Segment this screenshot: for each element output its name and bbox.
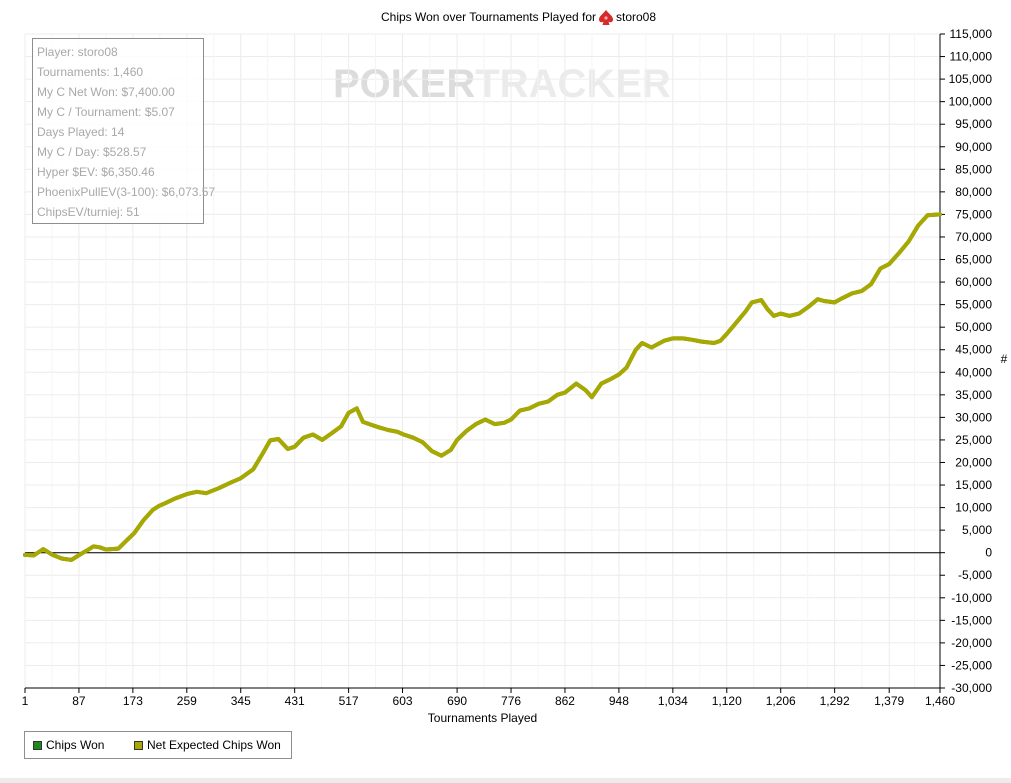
y-tick-label: 90,000 xyxy=(955,140,992,154)
pokertracker-watermark: POKERTRACKER xyxy=(333,62,671,106)
x-axis-title: Tournaments Played xyxy=(428,711,537,725)
spade-icon xyxy=(599,10,613,25)
watermark-text: POKERTRACKER xyxy=(333,62,671,106)
y-tick-label: -25,000 xyxy=(951,658,992,672)
series-lines xyxy=(23,212,942,562)
y-tick-label: 25,000 xyxy=(955,433,992,447)
x-tick-label: 862 xyxy=(555,694,575,708)
legend-item-net-expected-chips-won[interactable]: Net Expected Chips Won xyxy=(134,738,281,752)
x-tick-label: 690 xyxy=(447,694,467,708)
y-tick-label: 15,000 xyxy=(955,478,992,492)
y-axis-ticks: 115,000 110,000 105,000 100,000 95,000 90,000… xyxy=(940,27,992,695)
series-line-net-expected-chips-won xyxy=(23,212,942,562)
x-tick-label: 1,120 xyxy=(712,694,742,708)
y-tick-label: 110,000 xyxy=(950,50,993,64)
y-tick-label: -20,000 xyxy=(951,636,992,650)
y-tick-label: 40,000 xyxy=(955,365,992,379)
x-tick-label: 1,034 xyxy=(658,694,688,708)
y-tick-label: 5,000 xyxy=(962,523,992,537)
window-bottom-edge xyxy=(0,778,1011,783)
y-tick-label: 100,000 xyxy=(949,95,993,109)
x-axis-ticks: 1 87 173 259 345 431 517 603 690 776 862 948 1,034 1,… xyxy=(22,688,955,708)
info-line: Hyper $EV: $6,350.46 xyxy=(37,165,155,179)
info-line: My C Net Won: $7,400.00 xyxy=(37,85,175,99)
x-tick-label: 1,379 xyxy=(874,694,904,708)
y-tick-label: 75,000 xyxy=(955,207,992,221)
y-tick-label: 70,000 xyxy=(955,230,992,244)
x-tick-label: 173 xyxy=(123,694,143,708)
x-tick-label: 1,460 xyxy=(925,694,955,708)
y-axis-title: # xyxy=(1001,352,1008,366)
y-tick-label: 0 xyxy=(985,546,992,560)
x-tick-label: 776 xyxy=(501,694,521,708)
y-tick-label: 20,000 xyxy=(955,455,992,469)
y-tick-label: 65,000 xyxy=(955,253,992,267)
info-line: PhoenixPullEV(3-100): $6,073.57 xyxy=(37,185,216,199)
y-tick-label: 35,000 xyxy=(955,388,992,402)
y-tick-label: 80,000 xyxy=(955,185,992,199)
y-tick-label: 60,000 xyxy=(955,275,992,289)
y-tick-label: -30,000 xyxy=(951,681,992,695)
info-line: My C / Tournament: $5.07 xyxy=(37,105,175,119)
x-tick-label: 1 xyxy=(22,694,29,708)
x-tick-label: 603 xyxy=(393,694,413,708)
info-line: Days Played: 14 xyxy=(37,125,125,139)
x-tick-label: 517 xyxy=(339,694,359,708)
chart-title-player: storo08 xyxy=(616,10,656,24)
stats-info-box: Player: storo08 Tournaments: 1,460 My C Ne… xyxy=(32,38,216,224)
legend-label: Net Expected Chips Won xyxy=(147,738,281,752)
chart-legend: Chips Won Net Expected Chips Won xyxy=(24,731,292,759)
chart-title: Chips Won over Tournaments Played for xyxy=(381,10,596,24)
legend-swatch-net-expected xyxy=(134,741,143,750)
info-line: Player: storo08 xyxy=(37,45,118,59)
x-tick-label: 1,292 xyxy=(820,694,850,708)
y-tick-label: 95,000 xyxy=(955,117,992,131)
x-tick-label: 948 xyxy=(609,694,629,708)
info-line: Tournaments: 1,460 xyxy=(37,65,144,79)
legend-swatch-chips-won xyxy=(33,741,42,750)
y-tick-label: 85,000 xyxy=(955,162,992,176)
y-tick-label: 45,000 xyxy=(955,343,992,357)
x-tick-label: 345 xyxy=(231,694,251,708)
x-tick-label: 1,206 xyxy=(766,694,796,708)
legend-item-chips-won[interactable]: Chips Won xyxy=(33,738,104,752)
x-tick-label: 87 xyxy=(72,694,86,708)
legend-label: Chips Won xyxy=(46,738,105,752)
y-tick-label: 115,000 xyxy=(950,27,993,41)
y-tick-label: -10,000 xyxy=(951,591,992,605)
axes xyxy=(25,34,941,689)
y-tick-label: -15,000 xyxy=(951,613,992,627)
y-tick-label: 30,000 xyxy=(955,410,992,424)
y-tick-label: 105,000 xyxy=(949,72,993,86)
y-tick-label: -5,000 xyxy=(958,568,992,582)
y-tick-label: 10,000 xyxy=(955,501,992,515)
info-line: My C / Day: $528.57 xyxy=(37,145,147,159)
x-tick-label: 259 xyxy=(177,694,197,708)
y-tick-label: 50,000 xyxy=(955,320,992,334)
y-tick-label: 55,000 xyxy=(955,298,992,312)
x-tick-label: 431 xyxy=(285,694,305,708)
info-line: ChipsEV/turniej: 51 xyxy=(37,205,140,219)
